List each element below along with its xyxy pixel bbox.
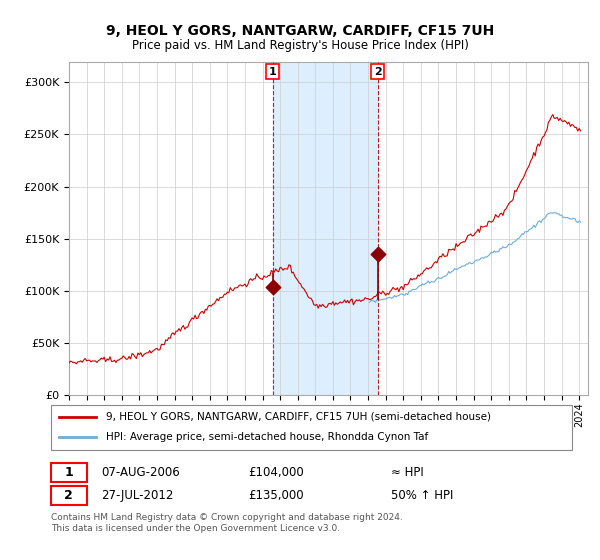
- FancyBboxPatch shape: [50, 463, 86, 482]
- Bar: [273, 62, 378, 395]
- Text: 9, HEOL Y GORS, NANTGARW, CARDIFF, CF15 7UH (semi-detached house): 9, HEOL Y GORS, NANTGARW, CARDIFF, CF15 …: [106, 412, 491, 422]
- Text: 50% ↑ HPI: 50% ↑ HPI: [391, 489, 454, 502]
- Text: 2: 2: [64, 489, 73, 502]
- Text: Price paid vs. HM Land Registry's House Price Index (HPI): Price paid vs. HM Land Registry's House …: [131, 39, 469, 52]
- Point: [373, 250, 383, 259]
- Text: 2: 2: [374, 67, 382, 77]
- FancyBboxPatch shape: [50, 486, 86, 505]
- Text: 27-JUL-2012: 27-JUL-2012: [101, 489, 173, 502]
- Text: £135,000: £135,000: [248, 489, 304, 502]
- FancyBboxPatch shape: [50, 405, 572, 450]
- Text: 1: 1: [269, 67, 277, 77]
- Text: ≈ HPI: ≈ HPI: [391, 466, 424, 479]
- Text: 1: 1: [64, 466, 73, 479]
- Text: 9, HEOL Y GORS, NANTGARW, CARDIFF, CF15 7UH: 9, HEOL Y GORS, NANTGARW, CARDIFF, CF15 …: [106, 24, 494, 38]
- Text: 07-AUG-2006: 07-AUG-2006: [101, 466, 179, 479]
- Text: Contains HM Land Registry data © Crown copyright and database right 2024.
This d: Contains HM Land Registry data © Crown c…: [50, 514, 403, 533]
- Text: HPI: Average price, semi-detached house, Rhondda Cynon Taf: HPI: Average price, semi-detached house,…: [106, 432, 428, 442]
- Point: [268, 282, 278, 291]
- Text: £104,000: £104,000: [248, 466, 304, 479]
